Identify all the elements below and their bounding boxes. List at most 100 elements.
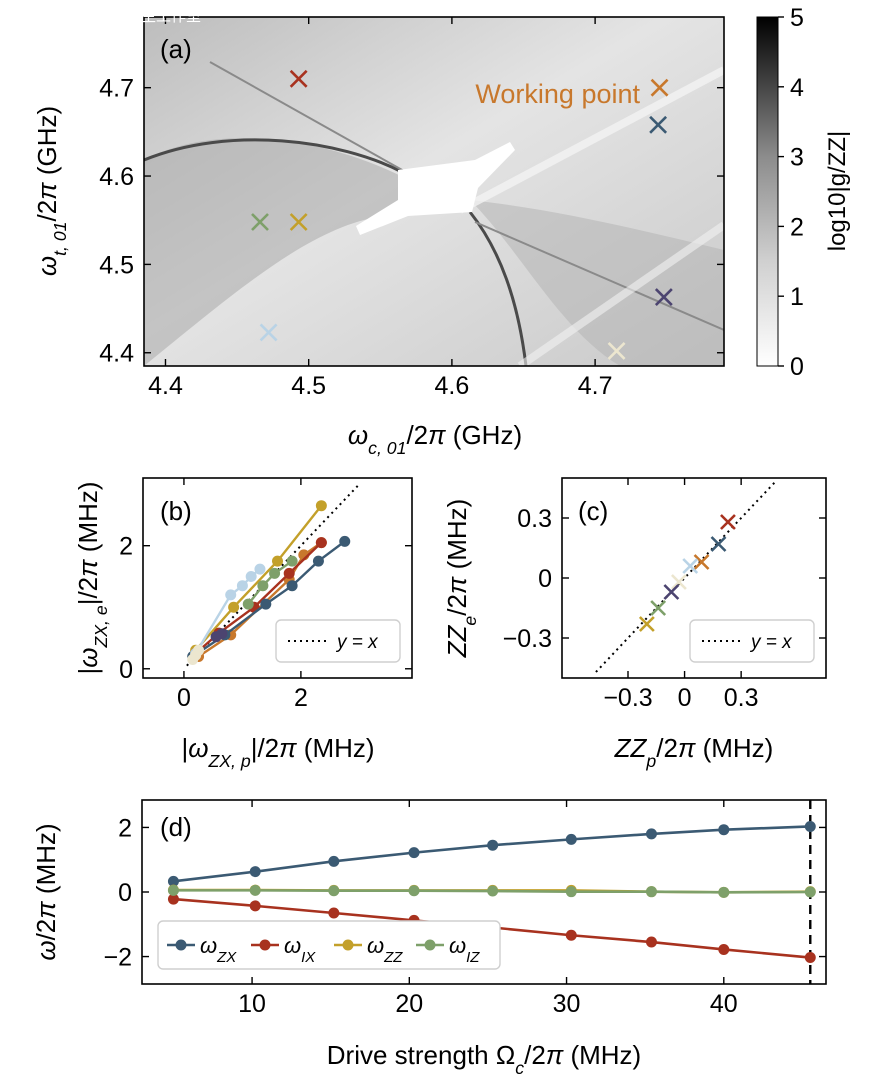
data-point <box>718 886 730 898</box>
marker-cross <box>654 288 673 307</box>
x-tick-label: 10 <box>238 990 266 1018</box>
y-axis-label: ω/2π (MHz) <box>31 823 61 960</box>
data-point <box>315 537 327 549</box>
x-tick-label: 30 <box>553 990 581 1018</box>
data-point <box>718 943 730 955</box>
x-tick-label: 2 <box>294 684 308 712</box>
x-tick-label: 4.5 <box>291 372 326 400</box>
axes-panel-a: 4.4 4.5 4.6 4.7 4.4 4.5 4.6 4.7 (a) Working point… <box>32 16 725 458</box>
legend-label: ωIZ <box>449 933 480 966</box>
plot-frame <box>143 16 725 367</box>
x-tick-label: −0.3 <box>603 684 652 712</box>
colorbar-tick-label: 4 <box>790 74 804 102</box>
x-axis-label: ωc, 01/2π (GHz) <box>348 420 522 458</box>
marker-cross <box>607 342 626 360</box>
data-point <box>260 598 272 610</box>
legend-label: y = x <box>335 632 379 653</box>
y-tick-label: 0 <box>118 879 132 907</box>
data-point <box>286 580 298 592</box>
x-axis-label: |ωZX, p|/2π (MHz) <box>181 733 374 771</box>
data-cross <box>693 554 710 570</box>
data-point <box>565 886 577 898</box>
data-point <box>565 833 577 845</box>
data-point <box>167 875 179 887</box>
data-point <box>645 828 657 840</box>
y-tick-label: 0.3 <box>517 505 552 533</box>
heatmap-panel-a <box>144 17 724 366</box>
series-line <box>247 560 293 605</box>
axes-panel-d: 10 20 30 40 −2 0 2 (d) ωZX ωIX ωZZ ωIZ Drive strengt… <box>31 799 827 1078</box>
panel-label: (a) <box>160 34 192 64</box>
marker-cross <box>650 78 669 97</box>
data-point <box>408 885 420 897</box>
identity-line <box>595 479 778 673</box>
colorbar-tick-label: 0 <box>790 353 804 381</box>
data-point <box>645 936 657 948</box>
data-cross <box>638 616 655 632</box>
data-point <box>245 570 257 582</box>
x-tick-label: 4.6 <box>435 372 470 400</box>
legend-marker <box>342 939 354 951</box>
y-tick-label: −2 <box>103 944 132 972</box>
data-point <box>193 644 205 656</box>
x-tick-label: 0.3 <box>724 684 759 712</box>
y-tick-label: −0.3 <box>503 625 552 653</box>
marker-cross <box>649 115 668 134</box>
data-point <box>339 535 351 547</box>
marker-cross <box>251 213 269 231</box>
data-point <box>487 839 499 851</box>
x-axis-label: ZZp/2π (MHz) <box>614 733 774 771</box>
marker-cross <box>259 323 278 342</box>
series-line <box>173 825 811 883</box>
data-point <box>487 885 499 897</box>
data-cross <box>663 584 680 600</box>
data-point <box>328 855 340 867</box>
y-tick-label: 4.6 <box>99 163 134 191</box>
data-point <box>328 907 340 919</box>
y-tick-label: 2 <box>118 814 132 842</box>
data-point <box>249 884 261 896</box>
legend-label: y = x <box>749 632 793 653</box>
data-cross <box>682 558 699 574</box>
data-point <box>257 580 269 592</box>
data-point <box>804 820 816 832</box>
data-point <box>718 824 730 836</box>
legend-label: ωZX <box>200 933 237 966</box>
colorbar-label: log10|g/ZZ| <box>824 131 851 252</box>
axes-panel-b: 0 2 0 2 (b) y = x |ωZX, p|/2π (MHz) |ωZX, e|/2π… <box>73 477 413 771</box>
colorbar-tick-label: 5 <box>790 4 804 32</box>
panel-label: (c) <box>578 496 608 526</box>
data-point <box>254 563 266 575</box>
legend-box <box>275 619 401 663</box>
data-point <box>167 884 179 896</box>
data-point <box>645 886 657 898</box>
data-point <box>286 555 298 567</box>
y-axis-label: ZZe/2π (MHz) <box>442 499 480 659</box>
data-cross <box>710 536 727 552</box>
legend-box <box>157 920 501 970</box>
axes-panel-c: −0.3 0 0.3 −0.3 0 0.3 (c) y = x ZZp/2π (MHz) ZZe/… <box>442 477 827 771</box>
colorbar-tick-label: 2 <box>790 213 804 241</box>
y-tick-label: 4.7 <box>99 75 134 103</box>
y-tick-label: 0 <box>119 656 133 684</box>
data-point <box>804 886 816 898</box>
series-line <box>194 504 323 652</box>
data-point <box>804 952 816 964</box>
data-point <box>249 866 261 878</box>
panel-label: (b) <box>160 496 192 526</box>
x-tick-label: 40 <box>710 990 738 1018</box>
y-tick-label: 2 <box>119 533 133 561</box>
data-cross <box>670 574 687 590</box>
data-point <box>249 900 261 912</box>
colorbar-tick-label: 3 <box>790 144 804 172</box>
x-tick-label: 4.4 <box>148 372 183 400</box>
y-tick-label: 4.4 <box>99 340 134 368</box>
y-axis-label: |ωZX, e|/2π (MHz) <box>73 481 111 674</box>
legend-marker <box>175 939 187 951</box>
y-tick-label: 0 <box>538 565 552 593</box>
working-point-label: Working point <box>475 79 640 109</box>
panel-label: (d) <box>160 812 192 842</box>
data-point <box>565 929 577 941</box>
legend-label: ωIX <box>284 933 316 966</box>
